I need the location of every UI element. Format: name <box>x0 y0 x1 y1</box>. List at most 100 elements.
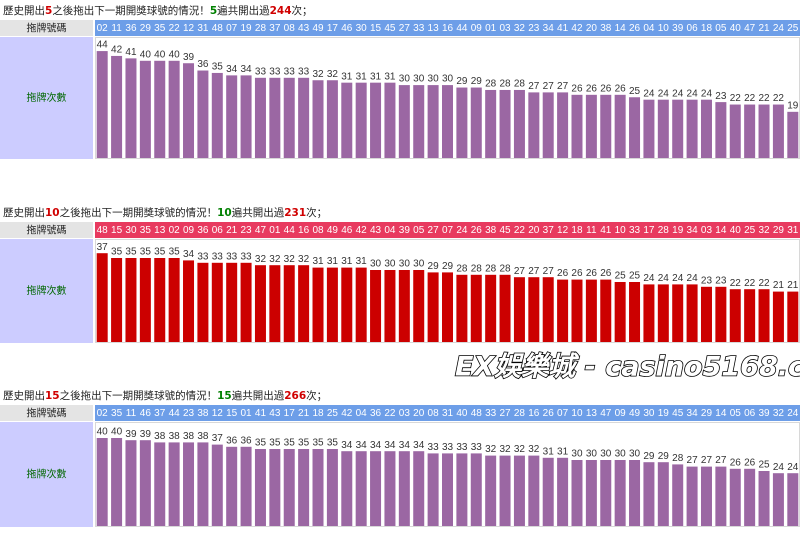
value-label: 26 <box>744 457 756 468</box>
value-label: 30 <box>370 259 382 270</box>
ball-number: 24 <box>773 23 785 34</box>
value-label: 22 <box>744 278 756 289</box>
ball-number: 08 <box>284 23 296 34</box>
value-label: 26 <box>586 268 598 279</box>
bar <box>600 279 612 342</box>
value-label: 33 <box>471 442 483 453</box>
value-label: 35 <box>312 438 324 449</box>
bar <box>341 82 353 158</box>
watermark: EX娛樂城 - casino5168.com <box>455 352 800 383</box>
value-label: 30 <box>600 449 612 460</box>
title-part: 244 <box>270 5 292 17</box>
bar <box>384 451 396 526</box>
bar <box>528 92 540 158</box>
title-part: 之後拖出下一期開獎球號的情況！ <box>60 389 218 402</box>
value-label: 33 <box>284 66 296 77</box>
bar <box>370 82 382 158</box>
value-label: 24 <box>643 273 655 284</box>
value-label: 30 <box>571 449 583 460</box>
ball-number: 22 <box>169 23 181 34</box>
ball-number: 32 <box>758 225 770 236</box>
ball-number: 43 <box>298 23 310 34</box>
bar <box>168 60 180 158</box>
title-part: 5 <box>210 5 217 17</box>
value-label: 24 <box>658 273 670 284</box>
value-label: 33 <box>442 442 454 453</box>
ball-number: 15 <box>370 23 382 34</box>
bar <box>729 104 741 158</box>
ball-number: 01 <box>485 23 497 34</box>
bar <box>485 455 497 526</box>
ball-number: 48 <box>212 23 224 34</box>
row-label-cell <box>0 405 93 421</box>
value-label: 40 <box>169 49 181 60</box>
value-label: 22 <box>773 93 785 104</box>
title-part: 遍共開出過 <box>232 389 285 402</box>
ball-number: 44 <box>456 23 468 34</box>
bar <box>485 89 497 158</box>
bar <box>456 453 468 526</box>
value-label: 38 <box>154 431 166 442</box>
ball-number: 45 <box>384 23 396 34</box>
value-label: 31 <box>341 256 353 267</box>
value-label: 30 <box>399 74 411 85</box>
title-part: 10 <box>45 207 60 219</box>
title-part: 次； <box>292 4 313 17</box>
ball-number: 34 <box>543 23 555 34</box>
ball-number: 43 <box>370 225 382 236</box>
ball-number: 20 <box>413 408 425 419</box>
bar <box>154 258 166 342</box>
ball-number: 33 <box>629 225 641 236</box>
bar <box>341 267 353 342</box>
bar <box>398 85 410 158</box>
ball-number: 28 <box>658 225 670 236</box>
bar <box>298 77 310 158</box>
title-part: 231 <box>284 207 306 219</box>
bar <box>283 265 295 342</box>
value-label: 28 <box>456 263 468 274</box>
bar <box>614 460 626 526</box>
ball-number: 31 <box>197 23 209 34</box>
bar <box>629 97 641 158</box>
bar <box>700 99 712 158</box>
bar <box>254 77 266 158</box>
ball-number: 03 <box>701 225 713 236</box>
ball-number: 37 <box>543 225 555 236</box>
bar <box>355 82 367 158</box>
bar <box>326 80 338 158</box>
ball-number: 30 <box>643 408 655 419</box>
ball-number: 46 <box>140 408 152 419</box>
ball-number: 33 <box>413 23 425 34</box>
bar <box>614 282 626 342</box>
bar <box>700 466 712 526</box>
section-title: 歷史開出15之後拖出下一期開獎球號的情況！15遍共開出過266次； <box>3 389 327 402</box>
bar <box>111 55 123 158</box>
bar <box>772 291 784 342</box>
bar <box>672 99 684 158</box>
value-label: 26 <box>600 83 612 94</box>
bar <box>758 104 770 158</box>
bar <box>269 77 281 158</box>
ball-number: 19 <box>672 225 684 236</box>
col-label: 拖牌次數 <box>27 468 67 481</box>
bar <box>772 473 784 526</box>
ball-number: 13 <box>586 408 598 419</box>
bar <box>398 270 410 342</box>
bar <box>470 274 482 342</box>
value-label: 33 <box>456 442 468 453</box>
ball-number: 13 <box>154 225 166 236</box>
value-label: 22 <box>744 93 756 104</box>
value-label: 33 <box>212 251 224 262</box>
value-label: 31 <box>312 256 324 267</box>
ball-number: 28 <box>514 408 526 419</box>
ball-number: 35 <box>111 408 123 419</box>
bar <box>211 444 223 526</box>
ball-number: 07 <box>557 408 569 419</box>
ball-number: 42 <box>341 408 353 419</box>
ball-number: 38 <box>485 225 497 236</box>
ball-number: 21 <box>226 225 238 236</box>
value-label: 25 <box>629 271 641 282</box>
section-title: 歷史開出5之後拖出下一期開獎球號的情況！5遍共開出過244次； <box>3 4 313 17</box>
bar <box>643 99 655 158</box>
bar <box>125 440 137 526</box>
